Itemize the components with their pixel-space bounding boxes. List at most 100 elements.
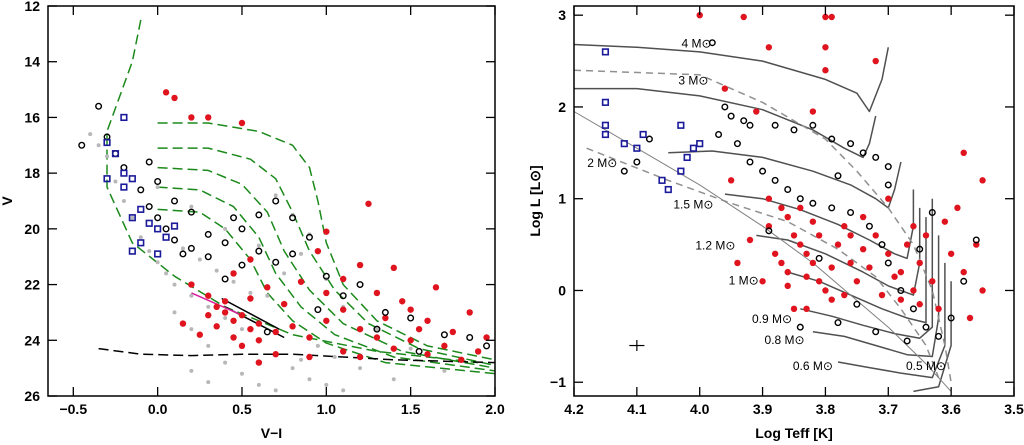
cmd-y-tick-label: 18 — [24, 165, 40, 181]
cmd-field-stars-point — [121, 199, 126, 203]
hrd-y-tick-label: 2 — [558, 99, 566, 115]
hrd-y-tick-label: 3 — [558, 7, 566, 23]
hrd-x-tick-label: 3.5 — [1004, 401, 1024, 417]
cmd-field-stars-point — [299, 357, 304, 362]
cmd-red-filled-point — [221, 309, 229, 316]
hrd-red-filled-point — [910, 223, 917, 230]
hrd-red-filled-point — [740, 13, 747, 21]
cmd-field-stars-point — [214, 268, 219, 273]
cmd-red-filled-point — [424, 351, 431, 358]
hrd-red-filled-point — [803, 273, 810, 280]
cmd-blue-open-square-point — [103, 175, 111, 183]
cmd-red-filled-point — [205, 292, 212, 299]
cmd-red-filled-point — [297, 278, 305, 285]
cmd-black-open-point — [162, 225, 170, 233]
cmd-black-open-point — [154, 214, 162, 222]
cmd-black-open-point — [221, 239, 229, 247]
cmd-red-filled-point — [373, 289, 381, 297]
cmd-field-stars-point — [290, 366, 295, 371]
hrd-plot-frame — [573, 5, 1015, 397]
cmd-field-stars-point — [164, 271, 169, 276]
cmd-black-open-point — [289, 250, 297, 258]
hrd-blue-open-square-point — [696, 140, 704, 148]
hrd-x-tick-label: 3.6 — [941, 401, 961, 417]
cmd-isochrone-line — [157, 147, 496, 367]
cmd-x-tick-label: 0.0 — [148, 401, 168, 417]
cmd-black-open-point — [272, 197, 280, 205]
hrd-red-filled-point — [903, 241, 911, 248]
hrd-evolutionary_track-line — [787, 217, 927, 324]
cmd-field-stars-point — [239, 371, 244, 376]
cmd-x-axis-label: V−I — [261, 425, 282, 441]
cmd-red-filled-point — [466, 309, 473, 316]
hrd-blue-open-square-point — [677, 167, 685, 175]
cmd-red-filled-point — [306, 334, 313, 341]
hrd-black-open-point — [740, 117, 748, 125]
cmd-black-open-point — [120, 164, 128, 172]
cmd-field-stars-point — [206, 380, 211, 385]
hrd-mass-label: 0.5 M⊙ — [906, 359, 946, 373]
cmd-blue-open-square-point — [120, 113, 128, 122]
cmd-red-filled-point — [247, 256, 254, 263]
cmd-red-filled-point — [449, 328, 457, 336]
cmd-red-filled-point — [188, 114, 195, 121]
hrd-mass-label: 1.2 M⊙ — [695, 239, 735, 253]
hrd-black-open-point — [721, 103, 729, 111]
hrd-red-filled-point — [828, 13, 835, 21]
hrd-blue-open-square-point — [677, 121, 685, 129]
cmd-red-filled-point — [356, 325, 364, 333]
cmd-red-filled-point — [323, 289, 330, 297]
cmd-red-filled-point — [238, 342, 246, 350]
cmd-field-stars-point — [113, 179, 118, 184]
cmd-completeness_limit-line — [98, 347, 496, 364]
hrd-mass-label: 4 M⊙ — [682, 37, 712, 51]
cmd-blue-open-square-point — [111, 150, 120, 158]
cmd-isochrone-line — [157, 122, 496, 361]
hrd-isochrone-line — [586, 147, 940, 378]
hrd-black-open-point — [727, 112, 735, 120]
cmd-field-stars-point — [147, 249, 152, 254]
cmd-x-tick-label: 0.5 — [232, 401, 252, 417]
cmd-red-filled-point — [221, 298, 229, 305]
hrd-black-open-point — [828, 135, 836, 143]
cmd-red-filled-point — [390, 264, 397, 272]
cmd-field-stars-point — [265, 293, 270, 298]
cmd-black-open-point — [314, 306, 322, 314]
hrd-black-open-point — [859, 149, 867, 157]
cmd-field-stars-point — [374, 327, 379, 332]
cmd-red-filled-point — [407, 306, 414, 313]
hrd-red-filled-point — [822, 44, 829, 51]
hrd-black-open-point — [897, 286, 905, 294]
hrd-black-open-point — [884, 259, 892, 267]
cmd-black-open-point — [137, 186, 145, 194]
hrd-black-open-point — [784, 186, 792, 194]
cmd-x-tick-label: 1.0 — [317, 401, 337, 417]
cmd-field-stars-point — [231, 279, 236, 284]
hrd-x-tick-label: 3.8 — [816, 401, 836, 417]
cmd-field-stars-point — [189, 293, 194, 298]
cmd-black-open-point — [263, 328, 271, 336]
cmd-red-filled-point — [323, 228, 330, 235]
cmd-isochrone-line — [106, 19, 479, 364]
hrd-error-bar — [629, 340, 645, 352]
hrd-mass-label: 1.5 M⊙ — [673, 197, 713, 211]
cmd-field-stars-point — [172, 310, 177, 315]
cmd-blue-open-square-point — [162, 233, 170, 241]
cmd-red-filled-point — [238, 312, 246, 319]
cmd-plot-frame — [47, 5, 496, 397]
cmd-red-filled-point — [365, 200, 372, 207]
hrd-red-filled-point — [935, 305, 942, 313]
hrd-black-open-point — [771, 176, 779, 184]
hrd-red-filled-point — [916, 259, 923, 267]
cmd-field-stars-point — [273, 388, 278, 393]
hrd-red-filled-point — [822, 67, 829, 74]
cmd-field-stars-point — [442, 368, 447, 373]
cmd-red-filled-point — [407, 337, 414, 344]
hrd-red-filled-point — [759, 278, 766, 285]
cmd-red-filled-point — [390, 345, 397, 352]
cmd-red-filled-point — [179, 320, 187, 327]
cmd-blue-open-square-point — [137, 239, 145, 247]
hrd-evolutionary_track-line — [913, 281, 952, 393]
hrd-zams-line — [573, 111, 952, 392]
cmd-red-filled-point — [458, 356, 465, 363]
